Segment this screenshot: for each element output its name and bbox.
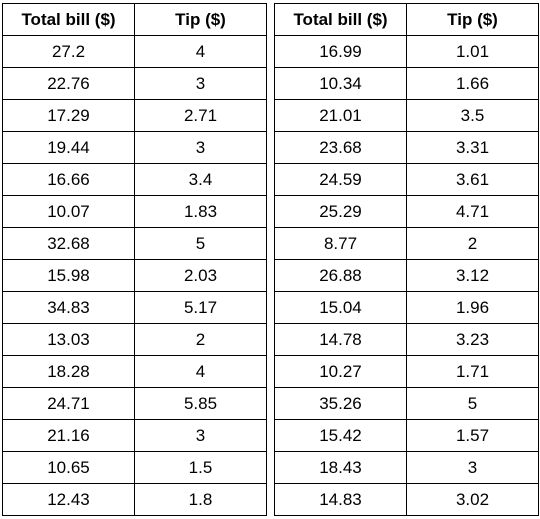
table-row: 15.98 2.03 bbox=[2, 259, 267, 292]
tip-cell: 3.23 bbox=[406, 323, 539, 356]
table-row: 24.71 5.85 bbox=[2, 387, 267, 420]
tip-cell: 3 bbox=[134, 131, 267, 164]
table-row: 18.28 4 bbox=[2, 355, 267, 388]
tip-cell: 3.4 bbox=[134, 163, 267, 196]
tip-cell: 3 bbox=[134, 67, 267, 100]
total-bill-cell: 10.65 bbox=[2, 451, 135, 484]
total-bill-cell: 35.26 bbox=[274, 387, 407, 420]
header-tip: Tip ($) bbox=[134, 3, 267, 36]
tip-cell: 4 bbox=[134, 355, 267, 388]
tip-cell: 3.02 bbox=[406, 483, 539, 516]
total-bill-cell: 16.99 bbox=[274, 35, 407, 68]
total-bill-cell: 18.43 bbox=[274, 451, 407, 484]
tip-cell: 5.17 bbox=[134, 291, 267, 324]
tip-cell: 1.96 bbox=[406, 291, 539, 324]
tip-cell: 3 bbox=[134, 419, 267, 452]
table-row: 21.01 3.5 bbox=[274, 99, 539, 132]
total-bill-cell: 34.83 bbox=[2, 291, 135, 324]
tip-cell: 1.57 bbox=[406, 419, 539, 452]
tip-cell: 2 bbox=[134, 323, 267, 356]
tip-cell: 1.5 bbox=[134, 451, 267, 484]
tip-cell: 5 bbox=[134, 227, 267, 260]
table-row: 26.88 3.12 bbox=[274, 259, 539, 292]
header-tip: Tip ($) bbox=[406, 3, 539, 36]
total-bill-cell: 10.34 bbox=[274, 67, 407, 100]
header-total-bill: Total bill ($) bbox=[2, 3, 135, 36]
table-row: 27.2 4 bbox=[2, 35, 267, 68]
total-bill-cell: 10.07 bbox=[2, 195, 135, 228]
header-total-bill: Total bill ($) bbox=[274, 3, 407, 36]
table-row: 16.66 3.4 bbox=[2, 163, 267, 196]
table-row: 13.03 2 bbox=[2, 323, 267, 356]
tip-cell: 2.71 bbox=[134, 99, 267, 132]
table-row: 23.68 3.31 bbox=[274, 131, 539, 164]
table-row: 10.65 1.5 bbox=[2, 451, 267, 484]
tip-cell: 2 bbox=[406, 227, 539, 260]
tip-cell: 4 bbox=[134, 35, 267, 68]
table-row: 14.78 3.23 bbox=[274, 323, 539, 356]
tip-cell: 5 bbox=[406, 387, 539, 420]
total-bill-cell: 16.66 bbox=[2, 163, 135, 196]
total-bill-cell: 17.29 bbox=[2, 99, 135, 132]
table-row: 32.68 5 bbox=[2, 227, 267, 260]
total-bill-cell: 26.88 bbox=[274, 259, 407, 292]
table-row: 35.26 5 bbox=[274, 387, 539, 420]
tip-cell: 2.03 bbox=[134, 259, 267, 292]
table-row: 24.59 3.61 bbox=[274, 163, 539, 196]
table-row: 34.83 5.17 bbox=[2, 291, 267, 324]
total-bill-cell: 32.68 bbox=[2, 227, 135, 260]
header-row: Total bill ($) Tip ($) bbox=[274, 3, 539, 36]
tip-cell: 1.66 bbox=[406, 67, 539, 100]
total-bill-cell: 24.59 bbox=[274, 163, 407, 196]
tip-cell: 3.61 bbox=[406, 163, 539, 196]
total-bill-cell: 15.98 bbox=[2, 259, 135, 292]
table-row: 19.44 3 bbox=[2, 131, 267, 164]
tip-cell: 1.01 bbox=[406, 35, 539, 68]
tip-cell: 3.31 bbox=[406, 131, 539, 164]
table-row: 15.42 1.57 bbox=[274, 419, 539, 452]
table-row: 8.77 2 bbox=[274, 227, 539, 260]
tips-table-left: Total bill ($) Tip ($) 27.2 4 22.76 3 17.29 2… bbox=[2, 3, 267, 516]
total-bill-cell: 23.68 bbox=[274, 131, 407, 164]
tips-table-right: Total bill ($) Tip ($) 16.99 1.01 10.34 1.6… bbox=[274, 3, 539, 516]
total-bill-cell: 22.76 bbox=[2, 67, 135, 100]
header-row: Total bill ($) Tip ($) bbox=[2, 3, 267, 36]
table-row: 17.29 2.71 bbox=[2, 99, 267, 132]
table-row: 10.27 1.71 bbox=[274, 355, 539, 388]
total-bill-cell: 18.28 bbox=[2, 355, 135, 388]
total-bill-cell: 24.71 bbox=[2, 387, 135, 420]
total-bill-cell: 13.03 bbox=[2, 323, 135, 356]
total-bill-cell: 15.42 bbox=[274, 419, 407, 452]
table-row: 15.04 1.96 bbox=[274, 291, 539, 324]
table-row: 16.99 1.01 bbox=[274, 35, 539, 68]
tip-cell: 1.71 bbox=[406, 355, 539, 388]
table-row: 18.43 3 bbox=[274, 451, 539, 484]
tip-cell: 1.83 bbox=[134, 195, 267, 228]
total-bill-cell: 8.77 bbox=[274, 227, 407, 260]
tip-cell: 3.12 bbox=[406, 259, 539, 292]
total-bill-cell: 15.04 bbox=[274, 291, 407, 324]
total-bill-cell: 21.01 bbox=[274, 99, 407, 132]
total-bill-cell: 25.29 bbox=[274, 195, 407, 228]
table-row: 22.76 3 bbox=[2, 67, 267, 100]
tip-cell: 3.5 bbox=[406, 99, 539, 132]
table-row: 10.34 1.66 bbox=[274, 67, 539, 100]
total-bill-cell: 14.83 bbox=[274, 483, 407, 516]
tip-cell: 5.85 bbox=[134, 387, 267, 420]
total-bill-cell: 14.78 bbox=[274, 323, 407, 356]
total-bill-cell: 21.16 bbox=[2, 419, 135, 452]
tip-cell: 1.8 bbox=[134, 483, 267, 516]
total-bill-cell: 10.27 bbox=[274, 355, 407, 388]
total-bill-cell: 27.2 bbox=[2, 35, 135, 68]
table-row: 14.83 3.02 bbox=[274, 483, 539, 516]
total-bill-cell: 12.43 bbox=[2, 483, 135, 516]
table-row: 12.43 1.8 bbox=[2, 483, 267, 516]
table-row: 25.29 4.71 bbox=[274, 195, 539, 228]
total-bill-cell: 19.44 bbox=[2, 131, 135, 164]
tip-cell: 4.71 bbox=[406, 195, 539, 228]
tip-cell: 3 bbox=[406, 451, 539, 484]
table-row: 10.07 1.83 bbox=[2, 195, 267, 228]
table-row: 21.16 3 bbox=[2, 419, 267, 452]
